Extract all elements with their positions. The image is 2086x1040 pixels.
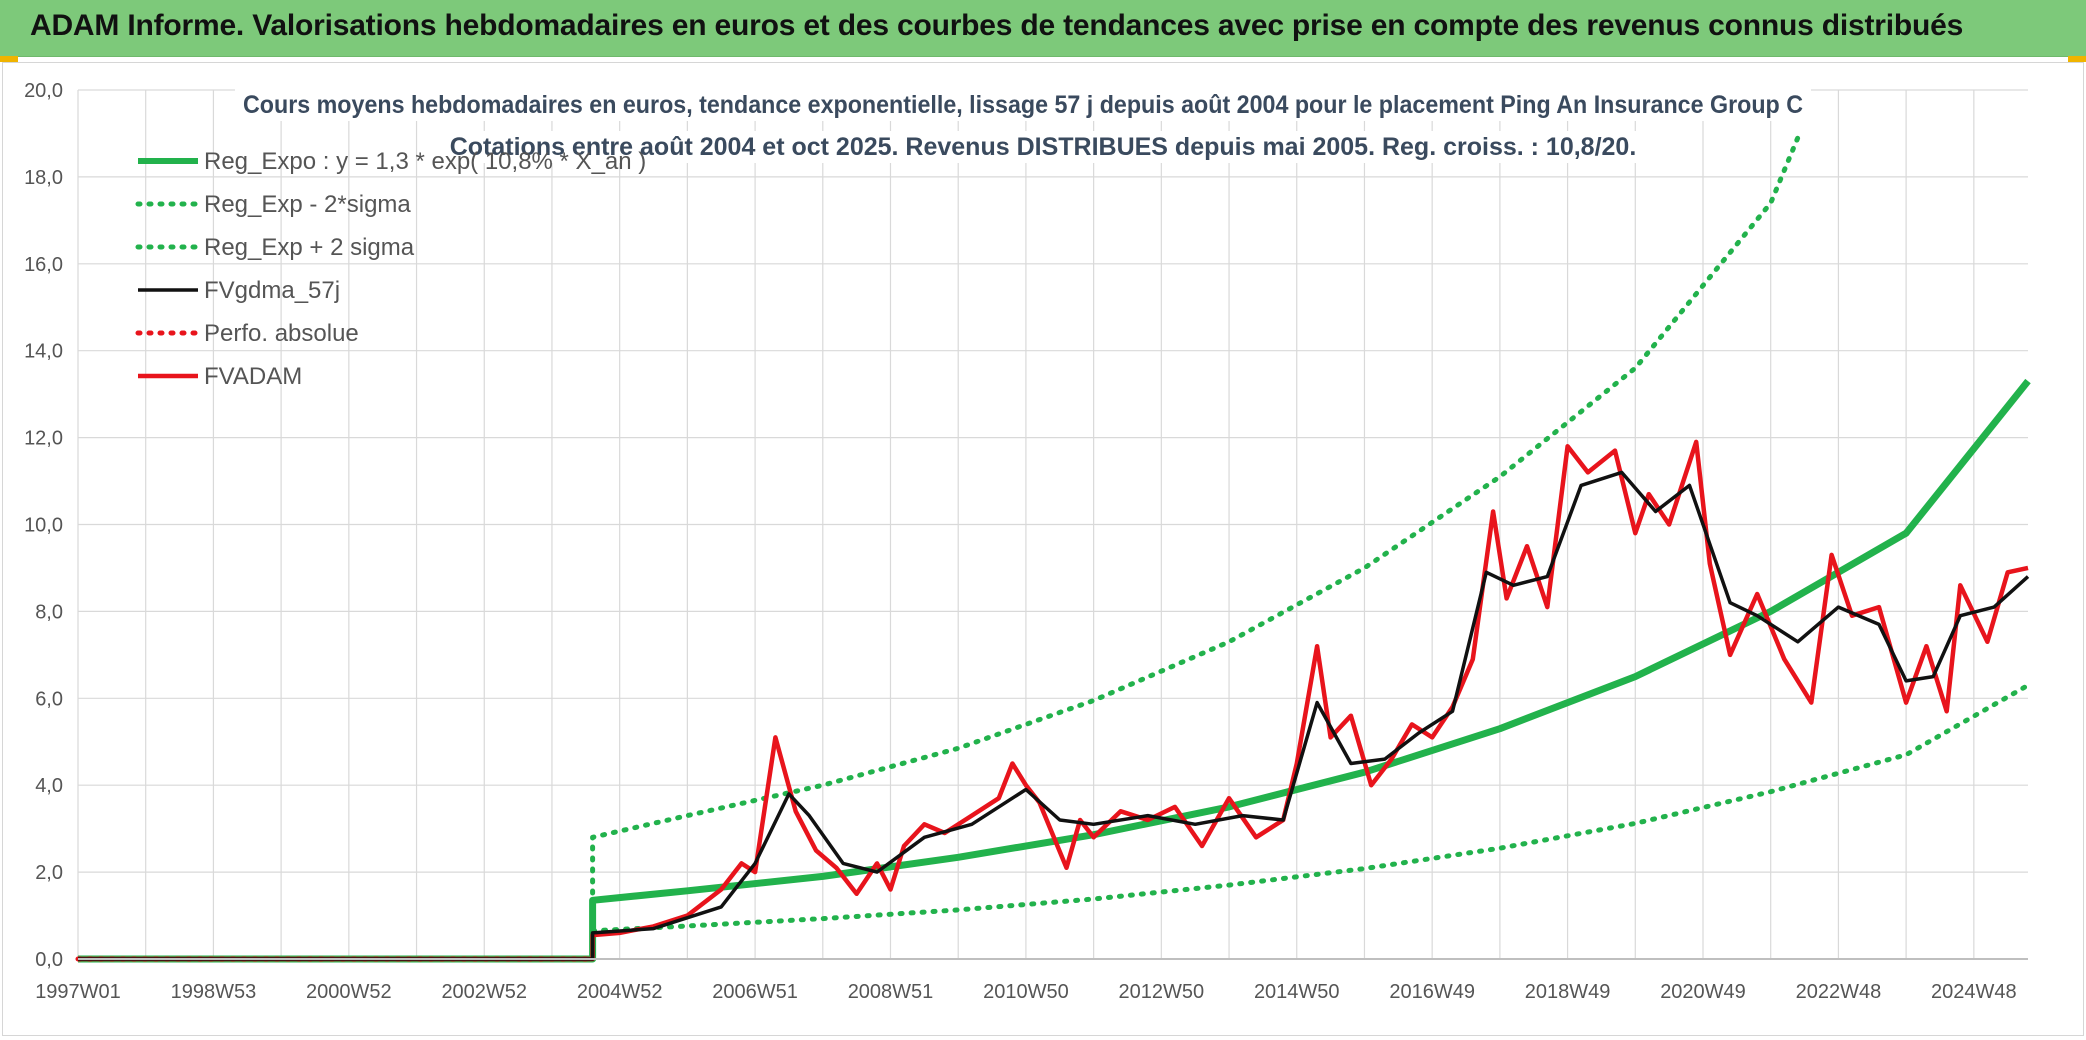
- legend-entry-0: Reg_Expo : y = 1,3 * exp( 10,8% * X_an ): [204, 148, 646, 175]
- x-tick-label: 1997W01: [35, 981, 121, 1003]
- grid: [77, 89, 2028, 960]
- axes: 0,0 2,0 4,0 6,0 8,0 10,0 12,0 14,0 16,0 18,0 20,0 1…: [24, 80, 2028, 1003]
- corner-accent-right: [2068, 56, 2086, 62]
- legend-entry-4: Perfo. absolue: [204, 320, 359, 347]
- y-tick-label: 14,0: [24, 341, 63, 363]
- series-line-3: [78, 470, 2030, 961]
- chart-subtitle-background: [441, 131, 1645, 163]
- series-line-1: [590, 682, 2031, 934]
- x-tick-label: 2004W52: [577, 981, 663, 1003]
- corner-accent-left: [0, 56, 18, 62]
- series-layer: [75, 135, 2031, 963]
- header-title: ADAM Informe. Valorisations hebdomadaire…: [30, 9, 1964, 42]
- y-tick-label: 8,0: [35, 601, 63, 623]
- legend-entry-5: FVADAM: [204, 363, 302, 390]
- y-tick-label: 0,0: [35, 949, 63, 971]
- legend-entry-2: Reg_Exp + 2 sigma: [204, 234, 415, 261]
- x-tick-label: 2006W51: [712, 981, 798, 1003]
- x-tick-label: 2002W52: [441, 981, 527, 1003]
- chart-title: Cours moyens hebdomadaires en euros, ten…: [243, 91, 1803, 119]
- y-tick-label: 20,0: [24, 80, 63, 102]
- y-tick-label: 4,0: [35, 775, 63, 797]
- x-tick-label: 2008W51: [848, 981, 934, 1003]
- header-banner: ADAM Informe. Valorisations hebdomadaire…: [0, 0, 2086, 57]
- x-tick-label: 2020W49: [1660, 981, 1746, 1003]
- chart-title-background: [235, 89, 1811, 121]
- y-tick-label: 18,0: [24, 167, 63, 189]
- x-tick-label: 2014W50: [1254, 981, 1340, 1003]
- x-tick-label: 2012W50: [1119, 981, 1205, 1003]
- series-line-5: [78, 439, 2029, 962]
- x-tick-label: 2022W48: [1796, 981, 1882, 1003]
- y-tick-label: 16,0: [24, 254, 63, 276]
- chart: 0,0 2,0 4,0 6,0 8,0 10,0 12,0 14,0 16,0 18,0 20,0 1…: [24, 80, 2031, 1003]
- x-tick-label: 2018W49: [1525, 981, 1611, 1003]
- x-tick-label: 2024W48: [1931, 981, 2017, 1003]
- x-tick-label: 1998W53: [171, 981, 257, 1003]
- series-line-0: [78, 378, 2031, 963]
- y-tick-label: 12,0: [24, 428, 63, 450]
- x-tick-label: 2016W49: [1389, 981, 1475, 1003]
- legend-entry-3: FVgdma_57j: [204, 277, 340, 304]
- y-tick-label: 6,0: [35, 688, 63, 710]
- series-line-2: [590, 135, 1801, 962]
- legend-entry-1: Reg_Exp - 2*sigma: [204, 191, 411, 218]
- y-tick-label: 2,0: [35, 862, 63, 884]
- x-tick-label: 2000W52: [306, 981, 392, 1003]
- chart-subtitle: Cotations entre août 2004 et oct 2025. R…: [450, 133, 1637, 161]
- legend: Reg_Expo : y = 1,3 * exp( 10,8% * X_an )…: [135, 148, 646, 390]
- chart-frame: 0,0 2,0 4,0 6,0 8,0 10,0 12,0 14,0 16,0 18,0 20,0 1…: [2, 62, 2084, 1036]
- y-tick-label: 10,0: [24, 515, 63, 537]
- x-tick-label: 2010W50: [983, 981, 1069, 1003]
